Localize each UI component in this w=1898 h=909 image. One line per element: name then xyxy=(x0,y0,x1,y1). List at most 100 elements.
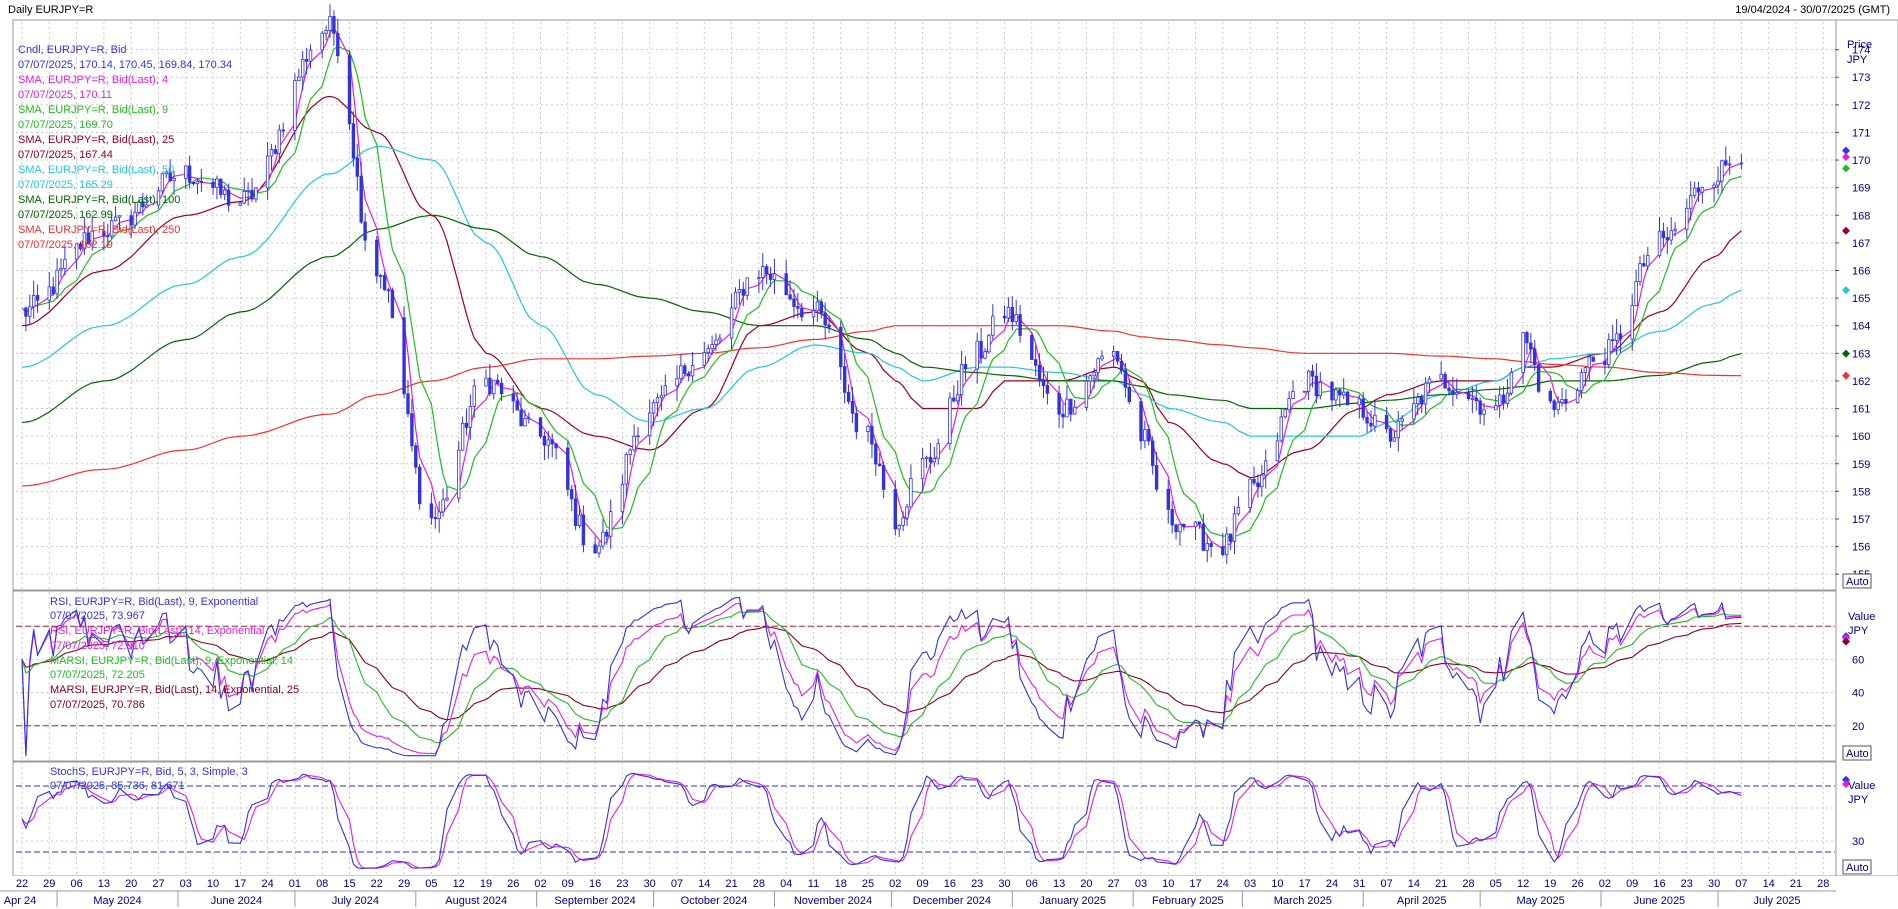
candle-body xyxy=(1478,400,1482,415)
candle-body xyxy=(609,511,613,537)
candle-body xyxy=(1139,401,1143,442)
candle-body xyxy=(1127,386,1131,403)
candle-body xyxy=(550,439,554,445)
candle-body xyxy=(277,129,281,154)
candle-body xyxy=(897,525,901,530)
candle-body xyxy=(1494,404,1498,411)
rsi9-line xyxy=(21,596,1742,757)
x-day-label: 03 xyxy=(180,878,192,890)
x-day-label: 23 xyxy=(616,878,628,890)
candle-body xyxy=(683,365,687,375)
candle-body xyxy=(1607,339,1611,366)
legend-label: SMA, EURJPY=R, Bid(Last), 50 xyxy=(18,164,174,176)
candle-body xyxy=(1384,414,1389,430)
candle-body xyxy=(1583,367,1588,374)
candle-body xyxy=(975,340,979,370)
x-month-label: April 2025 xyxy=(1397,895,1447,907)
candle-body xyxy=(788,294,792,300)
candle-body xyxy=(1205,543,1209,551)
candle-body xyxy=(1396,420,1400,439)
candle-body xyxy=(1201,523,1205,551)
candle-body xyxy=(320,32,324,51)
candle-body xyxy=(433,517,437,519)
candle-body xyxy=(866,426,870,432)
candle-body xyxy=(620,483,625,513)
legend-value: 07/07/2025, 170.14, 170.45, 169.84, 170.… xyxy=(18,59,232,71)
x-day-label: 04 xyxy=(780,878,792,890)
candle-body xyxy=(679,365,683,379)
candle-body xyxy=(1373,414,1377,427)
x-month-label: November 2024 xyxy=(794,895,872,907)
x-day-label: 21 xyxy=(1435,878,1447,890)
candle-body xyxy=(390,289,395,319)
candle-body xyxy=(47,286,51,301)
legend-label: SMA, EURJPY=R, Bid(Last), 250 xyxy=(18,224,180,236)
x-day-label: 21 xyxy=(725,878,737,890)
candle-body xyxy=(874,443,878,465)
candle-body xyxy=(1482,409,1486,415)
price-axis-title: Price xyxy=(1847,39,1872,51)
candle-body xyxy=(1174,524,1178,533)
candle-body xyxy=(1564,398,1568,403)
candle-body xyxy=(839,326,843,368)
x-day-label: 08 xyxy=(316,878,328,890)
candle-body xyxy=(437,511,441,519)
x-month-label: May 2024 xyxy=(93,895,141,907)
stoch-auto-button[interactable]: Auto xyxy=(1842,859,1872,875)
candle-body xyxy=(1088,375,1092,382)
x-day-label: 06 xyxy=(1026,878,1038,890)
candle-body xyxy=(417,466,422,505)
x-month-label: December 2024 xyxy=(913,895,991,907)
candle-body xyxy=(1614,333,1619,341)
legend-label: SMA, EURJPY=R, Bid(Last), 4 xyxy=(18,74,168,86)
candle-body xyxy=(819,301,823,314)
candle-body xyxy=(800,307,804,318)
candle-body xyxy=(956,394,960,402)
candle-body xyxy=(601,531,605,547)
candle-body xyxy=(573,498,578,526)
candle-body xyxy=(406,393,410,415)
svg-text:Auto: Auto xyxy=(1846,862,1869,874)
price-tick-label: 166 xyxy=(1852,266,1870,278)
rsi-tick-label: 20 xyxy=(1852,721,1864,733)
candle-body xyxy=(546,439,550,446)
candle-body xyxy=(714,339,718,345)
candle-body xyxy=(51,286,55,295)
stoch-legend: StochS, EURJPY=R, Bid, 5, 3, Simple, 3 0… xyxy=(50,766,248,792)
candle-body xyxy=(24,307,28,317)
candle-body xyxy=(164,171,168,175)
candle-body xyxy=(300,59,305,78)
candle-body xyxy=(269,149,274,157)
candle-body xyxy=(843,366,847,393)
candle-body xyxy=(1045,385,1050,394)
candle-body xyxy=(1030,334,1034,360)
candle-body xyxy=(1700,186,1705,193)
candle-body xyxy=(336,33,340,57)
candle-body xyxy=(1310,370,1315,377)
candle-body xyxy=(328,16,332,31)
price-tick-label: 160 xyxy=(1852,431,1870,443)
x-month-label: June 2024 xyxy=(211,895,262,907)
x-month-label: August 2024 xyxy=(445,895,507,907)
legend-label: StochS, EURJPY=R, Bid, 5, 3, Simple, 3 xyxy=(50,766,248,778)
candle-body xyxy=(1166,488,1170,510)
legend-label: MARSI, EURJPY=R, Bid(Last), 14, Exponent… xyxy=(50,684,299,696)
candle-body xyxy=(1342,391,1346,396)
candle-body xyxy=(577,514,582,527)
rsi-auto-button[interactable]: Auto xyxy=(1842,745,1872,761)
candle-body xyxy=(605,531,609,537)
x-day-label: 26 xyxy=(1571,878,1583,890)
candle-body xyxy=(784,273,788,296)
x-day-label: 22 xyxy=(16,878,28,890)
candle-body xyxy=(1412,403,1416,420)
legend-label: Cndl, EURJPY=R, Bid xyxy=(18,44,127,56)
last-value-marker xyxy=(1842,637,1850,646)
price-tick-label: 159 xyxy=(1852,459,1870,471)
x-day-label: 07 xyxy=(1735,878,1747,890)
candle-body xyxy=(1014,314,1018,322)
price-auto-button[interactable]: Auto xyxy=(1842,573,1872,589)
x-day-label: 28 xyxy=(753,878,765,890)
candle-body xyxy=(936,443,940,460)
candle-body xyxy=(78,243,83,250)
svg-text:Auto: Auto xyxy=(1846,576,1869,588)
